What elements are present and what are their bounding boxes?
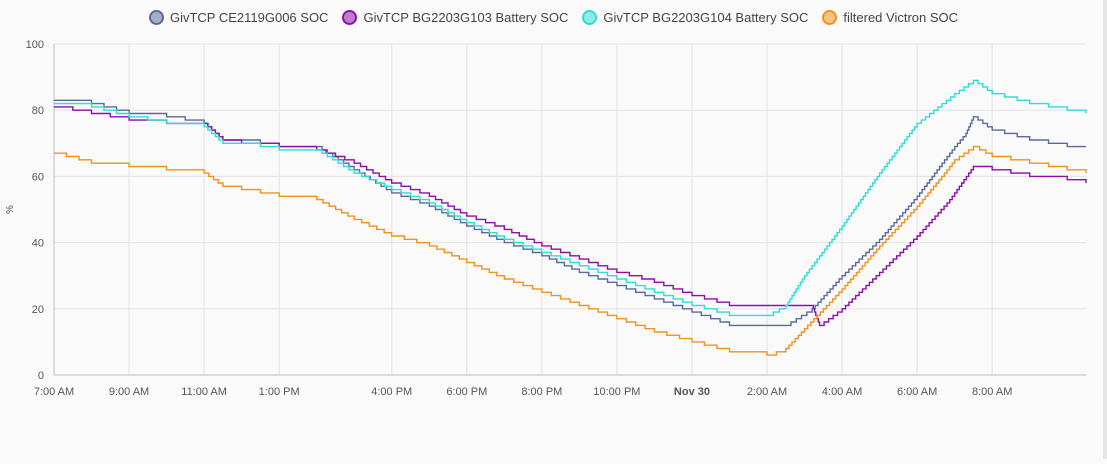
x-tick-label: Nov 30 [674,386,710,398]
legend: GivTCP CE2119G006 SOC GivTCP BG2203G103 B… [0,10,1107,25]
y-tick-label: 100 [26,39,44,51]
legend-swatch-icon [342,10,358,25]
series-line-2 [54,106,1087,327]
x-tick-label: 2:00 AM [747,386,787,398]
series-line-3 [54,79,1087,317]
legend-item-2[interactable]: GivTCP BG2203G103 Battery SOC [342,10,568,25]
x-tick-label: 10:00 PM [593,386,640,398]
legend-swatch-icon [822,10,838,25]
x-tick-label: 9:00 AM [109,386,149,398]
scrollbar[interactable] [1103,0,1107,459]
legend-item-1[interactable]: GivTCP CE2119G006 SOC [148,10,329,25]
legend-item-3[interactable]: GivTCP BG2203G104 Battery SOC [582,10,808,25]
legend-item-4[interactable]: filtered Victron SOC [822,10,958,25]
x-tick-label: 11:00 AM [181,386,227,398]
y-tick-label: 0 [38,370,44,382]
legend-swatch-icon [148,10,164,25]
series-line-4 [54,145,1087,356]
legend-label: GivTCP BG2203G104 Battery SOC [603,10,809,25]
legend-swatch-icon [582,10,598,25]
legend-label: GivTCP BG2203G103 Battery SOC [363,10,569,25]
x-tick-label: 6:00 PM [446,386,487,398]
x-tick-label: 4:00 AM [822,386,862,398]
y-tick-label: 40 [32,238,44,250]
x-tick-label: 8:00 PM [521,386,562,398]
y-tick-label: 60 [32,171,44,183]
x-tick-label: 8:00 AM [972,386,1012,398]
x-tick-label: 1:00 PM [259,386,300,398]
x-tick-label: 7:00 AM [34,386,74,398]
y-tick-label: 20 [32,304,44,316]
y-axis-label: % [5,205,16,214]
legend-label: filtered Victron SOC [843,10,959,25]
series-line-1 [54,99,1086,327]
x-tick-label: 4:00 PM [371,386,412,398]
legend-label: GivTCP CE2119G006 SOC [169,10,329,25]
x-tick-label: 6:00 AM [897,386,937,398]
y-tick-label: 80 [32,105,44,117]
